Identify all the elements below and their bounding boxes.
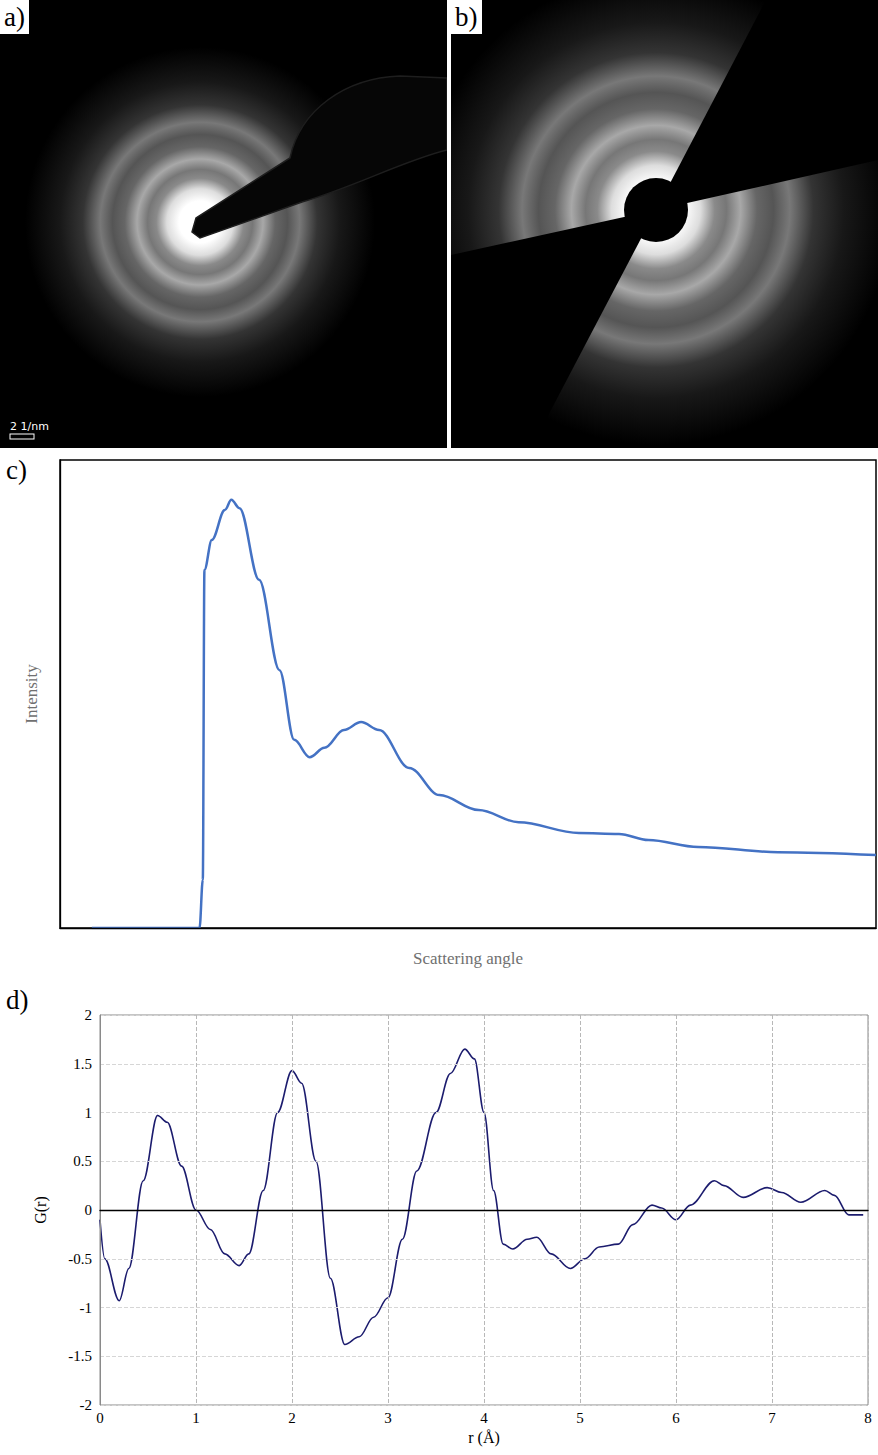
html-text:c): c) [6,455,27,485]
svg-text:1: 1 [192,1410,200,1426]
svg-text:1.5: 1.5 [73,1056,92,1072]
svg-text:Intensity: Intensity [22,664,41,724]
svg-text:2 1/nm: 2 1/nm [10,420,49,433]
svg-text:G(r): G(r) [32,1196,50,1224]
svg-text:r (Å): r (Å) [468,1429,500,1447]
html-text:d): d) [6,985,29,1015]
html-text:a): a) [4,2,25,32]
svg-text:Scattering angle: Scattering angle [413,949,523,968]
html-text:b): b) [455,2,478,32]
svg-text:1: 1 [85,1105,93,1121]
svg-text:2: 2 [85,1007,93,1023]
svg-text:0.5: 0.5 [73,1153,92,1169]
svg-text:8: 8 [864,1410,872,1426]
svg-text:6: 6 [672,1410,680,1426]
svg-text:2: 2 [288,1410,296,1426]
svg-text:0: 0 [96,1410,104,1426]
svg-text:3: 3 [384,1410,392,1426]
svg-text:0: 0 [85,1202,93,1218]
svg-text:-2: -2 [80,1397,93,1413]
svg-text:-0.5: -0.5 [68,1251,92,1267]
svg-text:7: 7 [768,1410,776,1426]
svg-text:-1.5: -1.5 [68,1348,92,1364]
svg-text:4: 4 [480,1410,488,1426]
svg-text:5: 5 [576,1410,584,1426]
svg-text:-1: -1 [80,1300,93,1316]
